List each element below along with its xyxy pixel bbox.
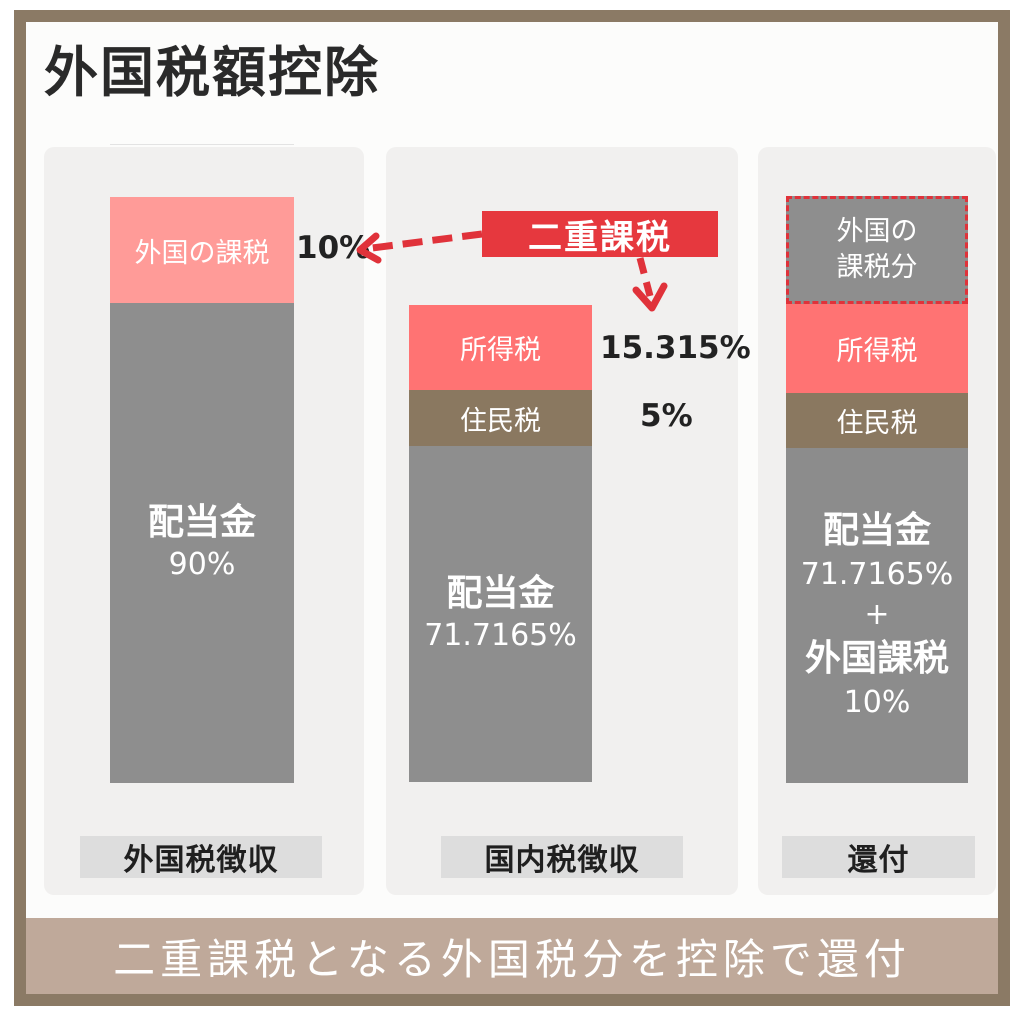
dividend-label-col3: 配当金 bbox=[822, 509, 931, 551]
resident-tax-label-col3: 住民税 bbox=[836, 408, 918, 439]
resident-tax-percent: 5% bbox=[640, 398, 693, 434]
foreign-tax-segment: 外国の課税 bbox=[110, 197, 294, 303]
resident-tax-segment-col2: 住民税 bbox=[409, 390, 592, 446]
foreign-tax-label-col3: 外国課税 bbox=[804, 637, 949, 679]
dashed-arrow-left-line bbox=[371, 230, 483, 252]
income-tax-percent: 15.315% bbox=[600, 330, 751, 366]
dashed-arrow-down-line bbox=[636, 257, 654, 297]
refund-dividend-segment: 配当金 71.7165% + 外国課税 10% bbox=[786, 448, 968, 783]
income-tax-label-col2: 所得税 bbox=[460, 335, 541, 366]
dividend-percent-col2: 71.7165% bbox=[424, 618, 577, 654]
dividend-segment-col1: 配当金 90% bbox=[110, 303, 294, 783]
dividend-label-col1: 配当金 bbox=[147, 502, 256, 544]
page-title: 外国税額控除 bbox=[44, 41, 380, 104]
income-tax-segment-col2: 所得税 bbox=[409, 305, 592, 390]
arrow-down-head-icon bbox=[632, 282, 668, 312]
income-tax-segment-col3: 所得税 bbox=[786, 304, 968, 393]
resident-tax-label-col2: 住民税 bbox=[460, 405, 541, 437]
label-domestic-collection: 国内税徴収 bbox=[441, 836, 683, 878]
divider bbox=[110, 144, 294, 145]
arrow-left-head-icon bbox=[356, 232, 382, 264]
label-refund: 還付 bbox=[782, 836, 975, 878]
resident-tax-segment-col3: 住民税 bbox=[786, 393, 968, 448]
label-foreign-collection: 外国税徴収 bbox=[80, 836, 322, 878]
foreign-tax-portion-box: 外国の 課税分 bbox=[786, 196, 968, 304]
summary-banner: 二重課税となる外国税分を控除で還付 bbox=[26, 918, 998, 994]
plus-sign: + bbox=[864, 597, 890, 633]
dividend-percent-col3: 71.7165% bbox=[800, 556, 954, 592]
dividend-segment-col2: 配当金 71.7165% bbox=[409, 446, 592, 782]
double-taxation-callout: 二重課税 bbox=[482, 211, 718, 258]
income-tax-label-col3: 所得税 bbox=[836, 336, 918, 367]
foreign-tax-percent-col3: 10% bbox=[843, 684, 911, 720]
foreign-tax-segment-label: 外国の課税 bbox=[134, 237, 270, 269]
dividend-label-col2: 配当金 bbox=[446, 573, 555, 615]
dividend-percent-col1: 90% bbox=[168, 547, 236, 583]
